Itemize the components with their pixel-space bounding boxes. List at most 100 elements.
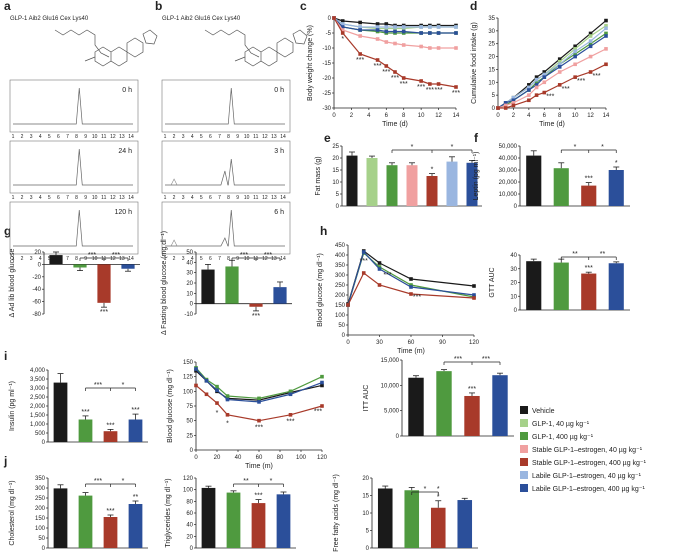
hplc-time-a-0: 0 h [122,87,132,94]
bar-e-labile_400 [466,162,478,206]
data-point-c-stable_40-1 [340,28,345,32]
legend-label-5: Labile GLP-1–estrogen, 40 µg kg⁻¹ [532,473,642,480]
bar-j2-glp1_400 [226,492,241,548]
data-point-h-labile_400-2 [377,267,382,271]
data-point-h-labile_400-1 [361,250,366,254]
hplc-tick-a-2-0: 1 [12,256,15,262]
bar-g1-vehicle [49,255,63,265]
y-tick-f-0: 0 [514,204,518,210]
chart-i2: 0 25 50 75 100 125 150 Blood glucose (mg dl⁻¹) 0… [167,360,328,470]
data-point-d-labile_40-3 [527,85,531,90]
hplc-trace-b-2 [165,209,285,247]
bar-j3-stable_400 [430,507,446,548]
hplc-tick-b-0-13: 14 [280,134,286,140]
legend-swatch-3 [520,445,528,453]
hplc-tick-a-0-6: 7 [66,134,69,140]
bar-j2-stable_400 [251,503,266,548]
hplc-tick-a-0-12: 13 [119,134,125,140]
data-point-i2-labile_400-3 [225,397,230,402]
y-tick-i1-3: 1,500 [30,413,46,419]
hplc-time-b-0: 0 h [274,87,284,94]
data-point-d-vehicle-8 [588,31,593,36]
hplc-tick-a-0-1: 2 [21,134,24,140]
data-point-d-labile_400-9 [604,34,608,38]
structure-chain-a [54,29,110,62]
legend-label-3: Stable GLP-1–estrogen, 40 µg kg⁻¹ [532,447,643,454]
data-point-d-vehicle-5 [542,70,547,74]
hplc-tick-a-1-10: 11 [101,195,106,201]
bar-h2-glp1_400 [553,262,569,310]
y-tick-h-2: 100 [335,313,346,319]
data-point-h-glp1_400-2 [377,265,382,269]
data-point-d-labile_40-8 [588,39,593,43]
bar-e-stable_40 [406,165,418,206]
hplc-tick-a-2-3: 4 [39,256,42,262]
y-tick-i1-2: 1,000 [30,422,46,428]
data-point-d-stable_400-8 [588,70,593,74]
data-point-d-stable_40-6 [557,70,562,74]
data-point-i2-stable_400-0 [194,383,198,388]
hplc-tick-b-2-8: 9 [236,256,239,262]
hplc-trace-a-2 [13,209,133,247]
y-tick-j1-7: 350 [35,476,46,482]
data-point-i2-labile_400-1 [204,378,209,383]
hplc-tick-a-1-4: 5 [48,195,51,201]
data-point-d-stable_400-5 [542,90,547,95]
y-tick-d-0: 0 [492,106,496,112]
data-point-d-stable_400-2 [511,103,516,108]
legend-swatch-5 [520,471,528,479]
x-tick-d-7: 14 [603,113,610,119]
sig-bar-i1-2: *** [131,407,139,414]
hplc-tick-b-0-1: 2 [173,134,176,140]
data-point-c-stable_400-2 [358,52,362,56]
hplc-tick-b-2-3: 4 [191,256,194,262]
hplc-tick-b-0-3: 4 [191,134,194,140]
data-point-c-labile_400-10 [454,31,458,35]
sig-bar-g2-0: *** [252,313,260,320]
hplc-tick-a-1-3: 4 [39,195,42,201]
hplc-tick-a-2-1: 2 [21,256,24,262]
y-tick-g2-5: 0 [190,302,194,308]
hplc-tick-b-0-5: 6 [209,134,212,140]
data-point-c-stable_400-7 [419,79,423,83]
x-tick-c-3: 6 [385,113,389,119]
y-tick-h-1: 50 [338,323,345,329]
structure-b [204,29,308,67]
data-point-d-stable_40-8 [588,54,593,59]
data-point-d-vehicle-3 [527,83,531,87]
hplc-tick-a-1-13: 14 [128,195,134,201]
legend-label-6: Labile GLP-1–estrogen, 400 µg kg⁻¹ [532,486,645,493]
hplc-tick-b-1-5: 6 [209,195,212,201]
bar-f-glp1_400 [553,168,569,206]
sig-h-2: *** [413,294,421,301]
data-point-i2-stable_400-1 [204,392,209,397]
bar-g1-labile_400 [121,264,135,269]
x-tick-d-2: 4 [527,113,531,119]
y-tick-g2-2: 30 [186,271,193,277]
hplc-tick-b-2-0: 1 [164,256,167,262]
sig-i2-1: * [226,420,229,427]
data-point-c-stable_400-4 [384,64,389,68]
data-point-i2-stable_400-2 [215,401,219,405]
bar-e-glp1_40 [366,158,378,206]
y-tick-e-5: 25 [332,144,339,150]
hplc-time-b-1: 3 h [274,148,284,155]
y-tick-e-1: 5 [336,192,340,198]
y-label-g2: Δ Fasting blood glucose (mg dl⁻¹) [161,231,168,335]
hplc-tick-b-0-2: 3 [182,134,185,140]
data-point-c-stable_400-8 [428,82,432,86]
y-tick-d-5: 25 [488,42,495,48]
hplc-minor-peak-b-1 [170,178,178,186]
sig-bar-h2-0: *** [585,265,593,272]
x-tick-i2-2: 40 [235,455,242,461]
data-point-d-labile_40-2 [511,95,516,100]
y-tick-i3-1: 5,000 [384,409,400,415]
data-point-c-labile_400-6 [401,29,406,34]
y-tick-e-4: 20 [332,156,339,162]
data-point-h-stable_400-3 [409,292,413,296]
data-point-c-labile_400-7 [419,31,423,35]
y-tick-h-8: 400 [335,253,346,259]
x-tick-c-6: 12 [435,113,442,119]
y-tick-i1-7: 3,500 [30,377,46,383]
data-point-i2-stable_400-6 [320,404,324,408]
